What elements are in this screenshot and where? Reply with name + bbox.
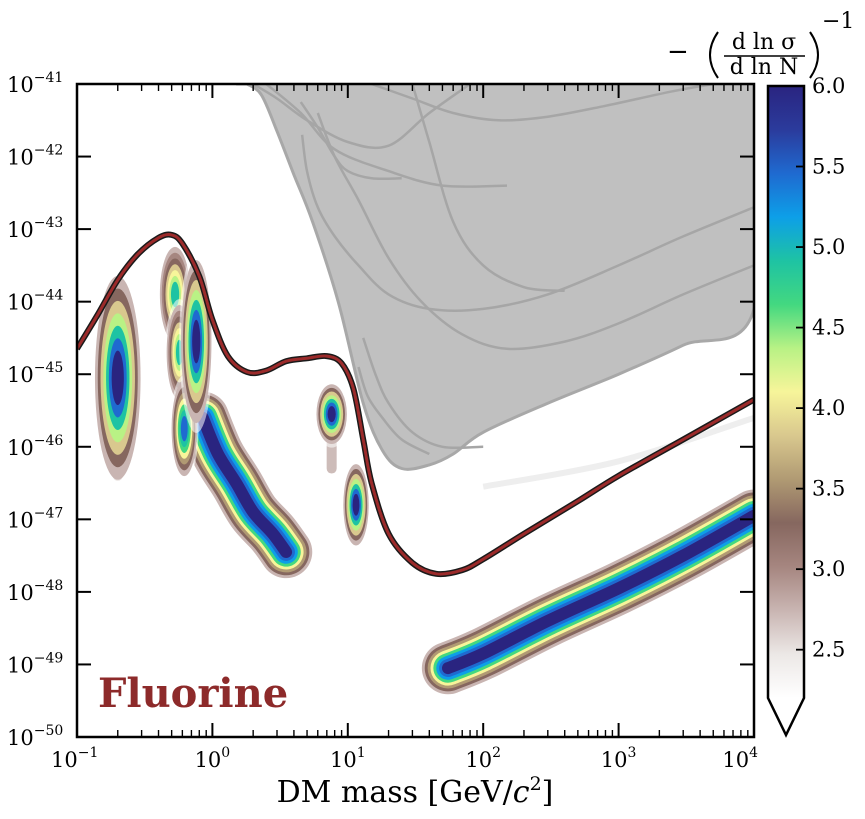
plot-area bbox=[77, 84, 754, 698]
ridge-0-level-8 bbox=[196, 411, 293, 558]
x-tick-label: 104 bbox=[722, 745, 758, 772]
x-axis-title: DM mass [GeV/c2] bbox=[277, 773, 554, 810]
colorbar-tick-label: 3.5 bbox=[812, 477, 845, 501]
y-tick-label: 10−50 bbox=[7, 723, 63, 750]
hotspot-6-level-7 bbox=[352, 493, 360, 516]
limit-curve-6 bbox=[362, 337, 484, 450]
excluded-region bbox=[236, 84, 754, 471]
projection-line bbox=[77, 232, 754, 576]
hotspot-5-level-7 bbox=[327, 406, 336, 423]
ridge-1-level-8 bbox=[442, 509, 754, 675]
x-tick-label: 103 bbox=[601, 745, 637, 772]
colorbar-tick-label: 5.5 bbox=[812, 155, 845, 179]
y-tick-label: 10−48 bbox=[7, 578, 63, 605]
colorbar-tick-label: 6.0 bbox=[812, 74, 845, 98]
hotspot-4-level-7 bbox=[192, 319, 201, 364]
colorbar-tick-label: 3.0 bbox=[812, 557, 845, 581]
x-tick-label: 100 bbox=[195, 745, 231, 772]
hotspot-4 bbox=[179, 250, 214, 433]
colorbar-title-minus: − bbox=[667, 37, 689, 67]
x-tick-label: 102 bbox=[465, 745, 501, 772]
hotspot-5 bbox=[314, 380, 349, 474]
colorbar-title-denominator: d ln N bbox=[730, 55, 799, 80]
colorbar-title-lparen bbox=[709, 31, 719, 79]
colorbar-title-rparen bbox=[809, 31, 819, 79]
colorbar-tick-label: 2.5 bbox=[812, 638, 845, 662]
limit-curve-1 bbox=[316, 112, 754, 351]
limit-curve-7 bbox=[357, 366, 430, 456]
x-tick-label: 10−1 bbox=[51, 745, 98, 772]
plot-frame bbox=[75, 82, 756, 739]
limit-curve-4 bbox=[265, 84, 508, 188]
y-tick-label: 10−46 bbox=[7, 433, 63, 460]
y-tick-label: 10−45 bbox=[7, 360, 63, 387]
y-tick-label: 10−42 bbox=[7, 143, 63, 170]
y-tick-label: 10−44 bbox=[7, 288, 63, 315]
x-tick-label: 101 bbox=[330, 745, 366, 772]
limit-curve-8 bbox=[411, 84, 565, 293]
colorbar-title: − d ln σ d ln N −1 bbox=[667, 9, 854, 80]
colorbar-tick-label: 5.0 bbox=[812, 235, 845, 259]
limit-curve-0 bbox=[300, 134, 754, 312]
colorbar-gradient bbox=[768, 86, 804, 698]
y-tick-label: 10−49 bbox=[7, 650, 63, 677]
x-axis-tick-labels: 10−1 100 101 102 103 104 bbox=[51, 745, 758, 772]
material-annotation: Fluorine bbox=[98, 670, 288, 717]
white-island-region bbox=[95, 515, 198, 674]
sensitivity-heatmap bbox=[92, 241, 754, 698]
hotspot-3-level-7 bbox=[180, 415, 188, 442]
limit-curve-2 bbox=[252, 84, 471, 150]
colorbar-title-numerator: d ln σ bbox=[732, 30, 796, 55]
hotspot-6 bbox=[341, 459, 371, 551]
x-axis-ticks bbox=[76, 84, 755, 737]
y-tick-label: 10−43 bbox=[7, 215, 63, 242]
colorbar-tick-label: 4.0 bbox=[812, 396, 845, 420]
colorbar-title-exponent: −1 bbox=[822, 9, 854, 34]
y-tick-label: 10−47 bbox=[7, 505, 63, 532]
y-tick-label: 10−41 bbox=[7, 70, 63, 97]
hotspot-0-level-7 bbox=[111, 350, 124, 406]
colorbar-ticks: 2.5 3.0 3.5 4.0 4.5 5.0 5.5 6.0 bbox=[796, 74, 845, 662]
y-axis-tick-labels: 10−41 10−42 10−43 10−44 10−45 10−46 10−47 10−48… bbox=[7, 70, 63, 750]
colorbar: 2.5 3.0 3.5 4.0 4.5 5.0 5.5 6.0 bbox=[766, 74, 845, 738]
faint-band bbox=[482, 414, 754, 490]
existing-limit-curves bbox=[252, 84, 754, 456]
colorbar-extend-triangle bbox=[768, 698, 804, 735]
hotspot-0 bbox=[92, 263, 144, 493]
limit-curve-3 bbox=[299, 101, 402, 181]
colorbar-tick-label: 4.5 bbox=[812, 316, 845, 340]
y-axis-ticks bbox=[77, 83, 754, 738]
